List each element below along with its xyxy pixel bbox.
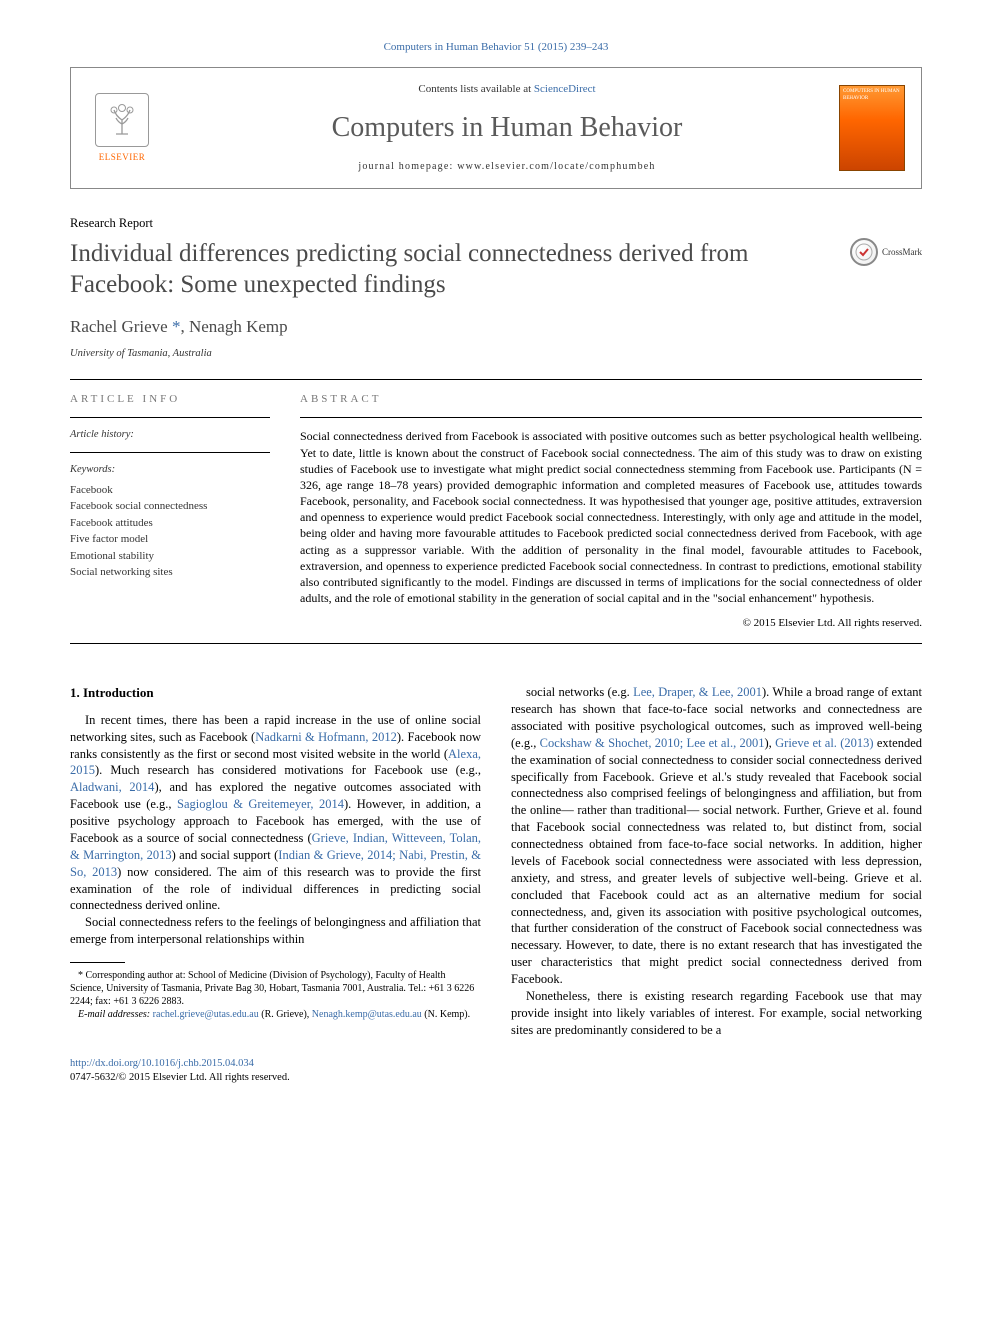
author-email-link[interactable]: rachel.grieve@utas.edu.au xyxy=(153,1009,259,1020)
corresponding-author-note: * Corresponding author at: School of Med… xyxy=(70,969,481,1008)
doi-link[interactable]: http://dx.doi.org/10.1016/j.chb.2015.04.… xyxy=(70,1058,254,1069)
abstract-text: Social connectedness derived from Facebo… xyxy=(300,428,922,606)
info-abstract-row: ARTICLE INFO Article history: Keywords: … xyxy=(70,392,922,631)
crossmark-icon xyxy=(850,238,878,266)
email-attribution: (N. Kemp). xyxy=(424,1009,470,1020)
body-two-column: 1. Introduction In recent times, there h… xyxy=(70,684,922,1038)
elsevier-logo[interactable]: ELSEVIER xyxy=(87,88,157,168)
article-info-label: ARTICLE INFO xyxy=(70,392,270,407)
divider xyxy=(70,643,922,644)
footer-block: http://dx.doi.org/10.1016/j.chb.2015.04.… xyxy=(70,1057,922,1085)
crossmark-label: CrossMark xyxy=(882,246,922,258)
footnote-block: * Corresponding author at: School of Med… xyxy=(70,962,481,1021)
header-center: Contents lists available at ScienceDirec… xyxy=(175,82,839,174)
keyword-list: FacebookFacebook social connectednessFac… xyxy=(70,482,270,581)
keywords-label: Keywords: xyxy=(70,463,270,477)
elsevier-wordmark: ELSEVIER xyxy=(99,151,146,163)
body-paragraph: social networks (e.g. Lee, Draper, & Lee… xyxy=(511,684,922,988)
sciencedirect-link[interactable]: ScienceDirect xyxy=(534,83,596,95)
body-paragraph: Social connectedness refers to the feeli… xyxy=(70,914,481,948)
abstract-label: ABSTRACT xyxy=(300,392,922,407)
info-divider xyxy=(70,417,270,418)
info-divider xyxy=(70,452,270,453)
affiliation: University of Tasmania, Australia xyxy=(70,347,922,361)
keyword-item: Social networking sites xyxy=(70,564,270,581)
keyword-item: Facebook social connectedness xyxy=(70,498,270,515)
journal-title: Computers in Human Behavior xyxy=(175,109,839,147)
journal-cover-thumb: COMPUTERS IN HUMAN BEHAVIOR xyxy=(839,85,905,171)
keyword-item: Five factor model xyxy=(70,531,270,548)
abstract-column: ABSTRACT Social connectedness derived fr… xyxy=(300,392,922,631)
body-paragraph: Nonetheless, there is existing research … xyxy=(511,988,922,1039)
email-label: E-mail addresses: xyxy=(78,1009,150,1020)
contents-prefix: Contents lists available at xyxy=(418,83,533,95)
journal-homepage-line: journal homepage: www.elsevier.com/locat… xyxy=(175,160,839,174)
homepage-prefix: journal homepage: xyxy=(358,161,457,172)
elsevier-tree-icon xyxy=(95,93,149,147)
abstract-copyright: © 2015 Elsevier Ltd. All rights reserved… xyxy=(300,616,922,631)
journal-header-box: ELSEVIER Contents lists available at Sci… xyxy=(70,67,922,189)
crossmark-widget[interactable]: CrossMark xyxy=(850,238,922,266)
homepage-url[interactable]: www.elsevier.com/locate/comphumbeh xyxy=(457,161,655,172)
journal-reference: Computers in Human Behavior 51 (2015) 23… xyxy=(70,40,922,55)
contents-lists-line: Contents lists available at ScienceDirec… xyxy=(175,82,839,97)
body-paragraph: In recent times, there has been a rapid … xyxy=(70,712,481,915)
article-type: Research Report xyxy=(70,215,922,232)
title-row: Individual differences predicting social… xyxy=(70,238,922,301)
email-attribution: (R. Grieve), xyxy=(261,1009,309,1020)
divider xyxy=(70,379,922,380)
email-addresses-note: E-mail addresses: rachel.grieve@utas.edu… xyxy=(70,1008,481,1021)
article-title: Individual differences predicting social… xyxy=(70,238,850,301)
issn-copyright-line: 0747-5632/© 2015 Elsevier Ltd. All right… xyxy=(70,1072,290,1083)
article-history-label: Article history: xyxy=(70,428,270,442)
author-email-link[interactable]: Nenagh.kemp@utas.edu.au xyxy=(312,1009,422,1020)
keyword-item: Emotional stability xyxy=(70,548,270,565)
info-divider xyxy=(300,417,922,418)
section-heading-intro: 1. Introduction xyxy=(70,684,481,702)
author-list: Rachel Grieve *, Nenagh Kemp xyxy=(70,316,922,339)
article-info-column: ARTICLE INFO Article history: Keywords: … xyxy=(70,392,270,631)
footnote-separator xyxy=(70,962,125,963)
keyword-item: Facebook attitudes xyxy=(70,515,270,532)
keyword-item: Facebook xyxy=(70,482,270,499)
